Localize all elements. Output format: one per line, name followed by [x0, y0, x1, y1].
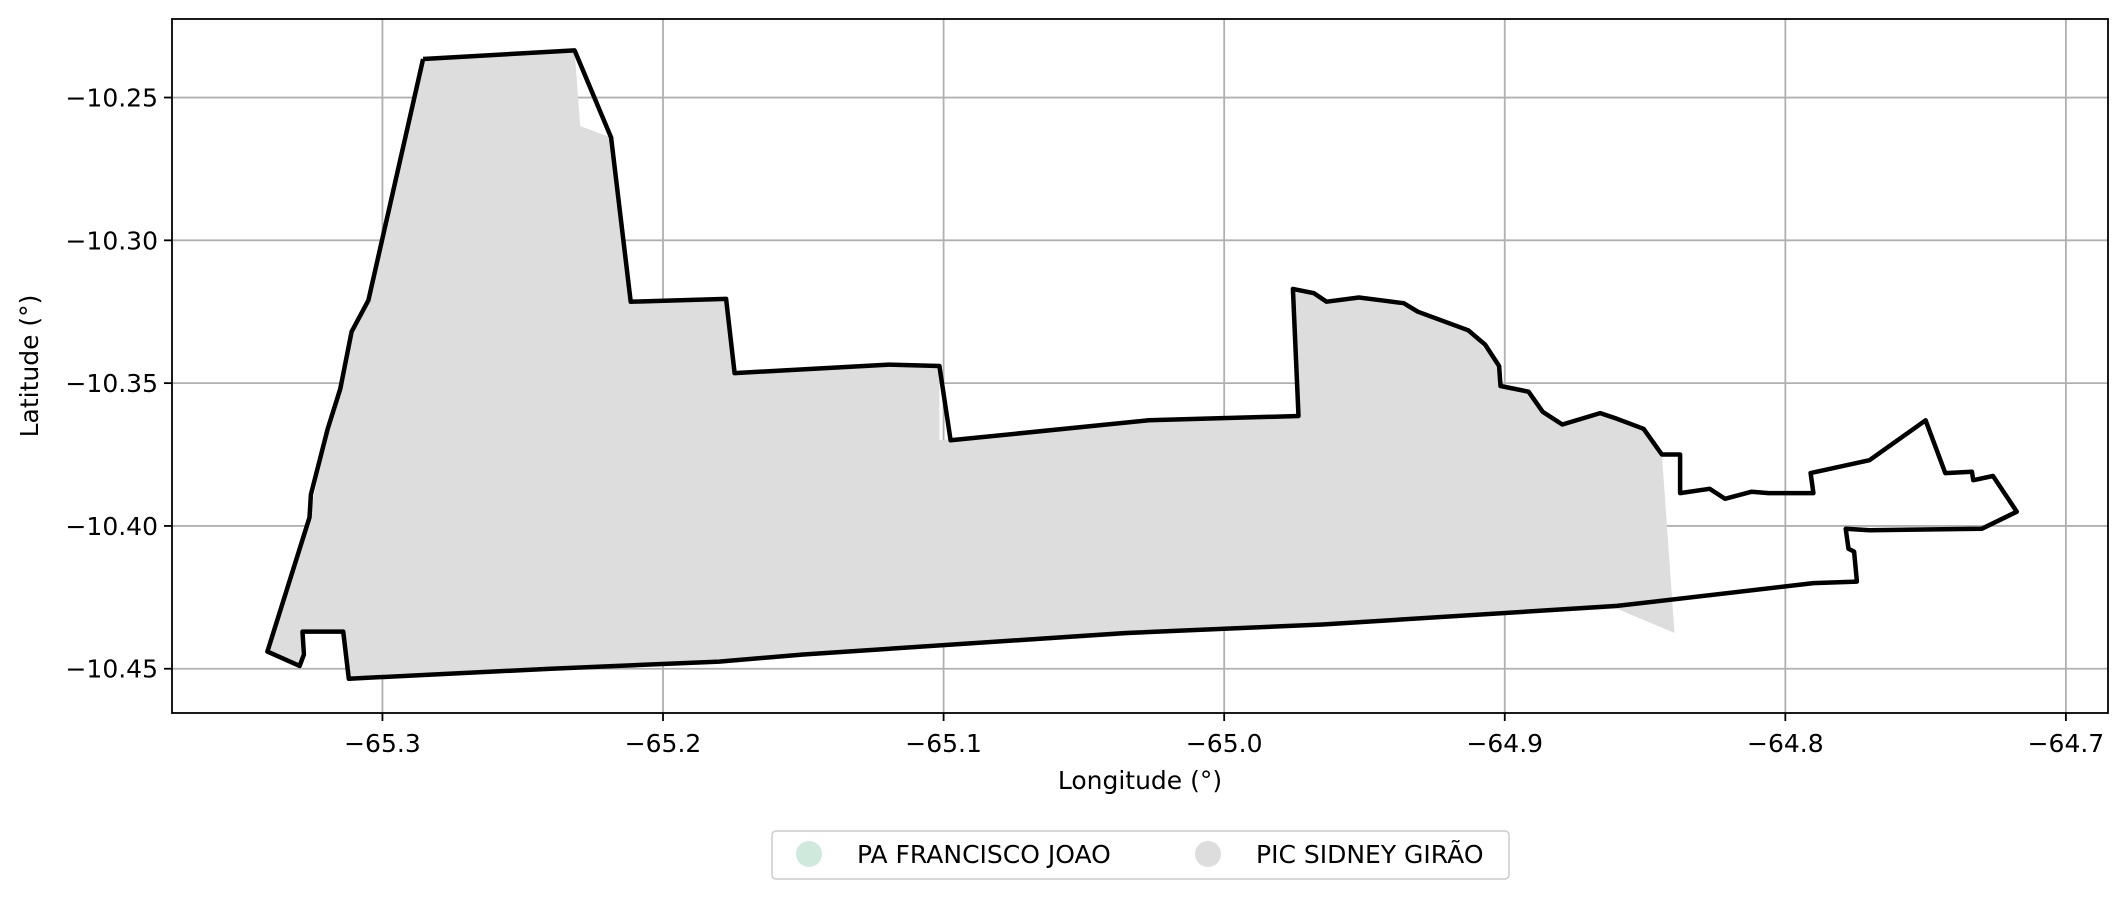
- y-tick-label: −10.45: [65, 655, 158, 684]
- legend-marker-pic-sidney-girao: [1195, 841, 1221, 867]
- x-axis-label: Longitude (°): [1058, 766, 1222, 795]
- x-tick-label: −64.7: [2028, 729, 2105, 758]
- legend-marker-pa-francisco-joao: [796, 841, 822, 867]
- y-tick-label: −10.35: [65, 369, 158, 398]
- y-axis-ticks: −10.25 −10.30 −10.35 −10.40 −10.45: [65, 84, 172, 684]
- legend-label-pic-sidney-girao: PIC SIDNEY GIRÃO: [1256, 839, 1484, 869]
- x-tick-label: −65.2: [625, 729, 702, 758]
- pic-sidney-girao-area: [267, 50, 1675, 679]
- x-axis-ticks: −65.3 −65.2 −65.1 −65.0 −64.9 −64.8 −64.7: [344, 713, 2104, 758]
- plot-frame: [171, 18, 2109, 714]
- y-tick-label: −10.30: [65, 226, 158, 255]
- legend: PA FRANCISCO JOAO PIC SIDNEY GIRÃO: [771, 830, 1510, 880]
- legend-label-pa-francisco-joao: PA FRANCISCO JOAO: [857, 840, 1111, 869]
- x-tick-label: −65.1: [905, 729, 982, 758]
- x-tick-label: −64.9: [1466, 729, 1543, 758]
- legend-box: [771, 830, 1510, 880]
- settlement-boundary: [265, 48, 2020, 681]
- x-tick-label: −65.3: [344, 729, 421, 758]
- x-tick-label: −65.0: [1186, 729, 1263, 758]
- y-axis-label: Latitude (°): [15, 295, 44, 438]
- x-tick-label: −64.8: [1747, 729, 1824, 758]
- y-tick-label: −10.25: [65, 84, 158, 113]
- y-tick-label: −10.40: [65, 512, 158, 541]
